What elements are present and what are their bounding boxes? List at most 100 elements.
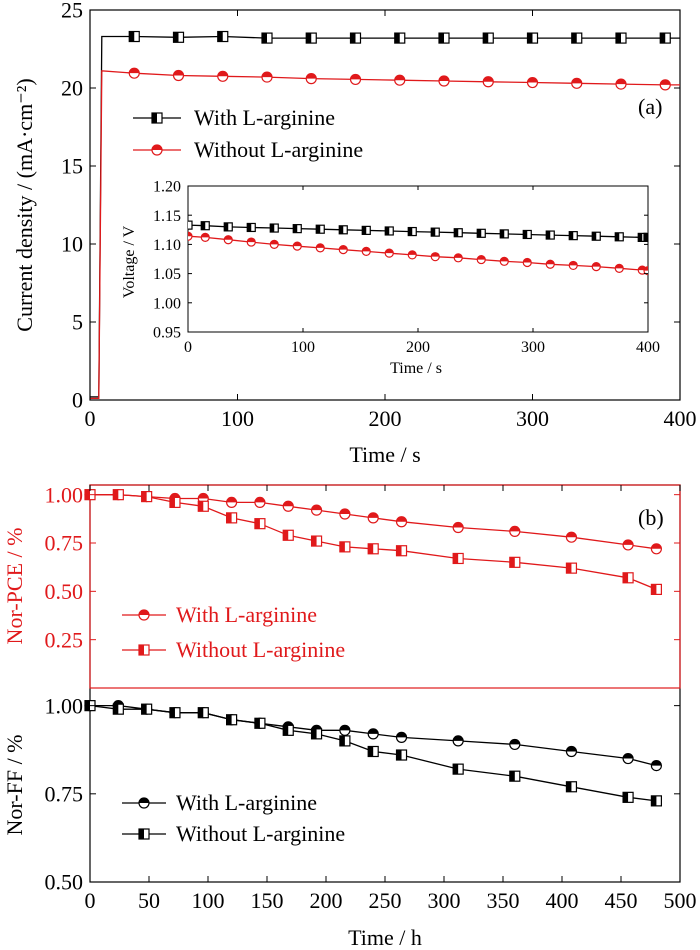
series-a-with-point [261,32,273,44]
series-inset-with-line [188,224,648,239]
legend-b-bottom-without-marker-fill [139,829,144,839]
series-inset-with-point [200,221,210,231]
series-inset-without-point-fill [362,247,371,252]
series-inset-without-point [246,237,256,247]
series-b-pce-with-point-fill [368,512,379,518]
series-inset-with-point [568,231,578,241]
series-b-pce-with-point [650,543,663,555]
series-a-with-point [172,31,185,43]
series-a-without-point [526,76,539,89]
series-a-without-point [571,77,583,89]
legend-b-bottom-with: With L-arginine [176,790,317,815]
b-x-tick-label: 300 [428,888,461,913]
series-b-pce-with-point-fill [566,532,577,538]
b-x-tick-label: 150 [251,888,284,913]
series-a-with-point-fill [262,33,267,44]
panel-a-x-axis-label: Time / s [349,442,420,467]
series-inset-with-point [315,224,325,234]
series-inset-with-point-fill [431,228,436,237]
series-inset-with-point-fill [454,228,459,237]
series-inset-with-point-fill [408,227,413,236]
series-a-without-point [615,78,627,90]
series-b-pce-without-point [395,545,408,557]
b-x-tick-label: 450 [605,888,638,913]
legend-b-top-with-marker-fill [139,610,149,615]
series-b-pce-without-point-fill [509,557,515,568]
series-b-pce-with-point [509,525,521,538]
series-b-ff-without-point [650,795,663,807]
legend-a-without-marker [151,144,163,156]
series-inset-with-point-fill [638,233,643,242]
series-b-pce-without-point-fill [453,553,459,564]
series-inset-without-point-fill [339,245,348,250]
series-a-with-point-fill [217,31,223,42]
series-b-pce-with-point-fill [509,526,520,532]
series-b-pce-with-point [452,521,464,534]
series-a-with-point-fill [660,33,666,44]
series-b-ff-with-point [650,759,663,772]
series-b-pce-without-point-fill [623,572,629,583]
series-a-with-point [128,30,140,43]
series-a-with-point-fill [173,32,179,43]
a-y-tick-label: 20 [61,76,83,101]
legend-b-top-without-marker [138,644,150,656]
series-a-with-point [349,32,362,44]
series-b-ff-without-point-fill [368,746,374,757]
series-inset-with-point [269,223,279,233]
series-b-ff-without-point-fill [453,764,459,775]
series-inset-with-point-fill [316,225,321,234]
legend-a-with-marker-fill [152,113,157,123]
series-a-without-point [659,79,671,91]
series-b-ff-without-point [112,703,124,715]
series-b-pce-without-point-fill [113,489,119,500]
series-b-ff-with-point-fill [566,746,577,752]
b-ff-y-tick-label: 0.75 [45,782,84,807]
panel-a-y-axis-label: Current density / (mA·cm⁻²) [12,78,37,331]
series-inset-with-point-fill [592,232,597,241]
series-b-pce-without-point-fill [283,530,289,541]
series-b-ff-with-point [622,752,634,765]
series-b-pce-without-point-fill [169,497,175,508]
series-a-without-line [90,70,680,400]
series-b-ff-without-point-fill [141,704,147,715]
series-b-pce-without-point [622,572,634,584]
series-a-with-point [438,32,450,44]
series-b-pce-without-point [650,583,663,596]
series-inset-with-point [476,228,486,238]
series-b-pce-without-point [226,512,238,524]
series-a-with-point [615,32,627,44]
series-b-ff-without-point [452,763,464,775]
series-inset-with-point-fill [500,229,505,238]
a-y-tick-label: 10 [61,232,83,257]
series-a-with-point-fill [616,33,621,44]
series-inset-with-point [643,232,648,242]
b-x-tick-label: 250 [369,888,402,913]
b-pce-y-tick-label: 0.25 [45,627,84,652]
series-inset-without-point [614,263,624,273]
b-x-tick-label: 0 [85,888,96,913]
a-y-tick-label: 15 [61,154,83,179]
series-inset-without-point [223,235,233,245]
panel-b-x-axis-label: Time / h [348,925,422,950]
series-inset-without-point [407,250,417,260]
inset-x-tick-label: 200 [406,339,430,356]
series-inset-with-point [246,222,256,233]
series-b-pce-without-point [254,518,266,530]
series-b-pce-with-point-fill [198,493,209,499]
series-b-pce-with-point [565,531,578,543]
inset-y-tick-label: 1.20 [153,179,181,196]
inset-y-tick-label: 0.95 [153,325,181,342]
series-inset-with-point [453,228,463,238]
series-b-ff-with-point [395,731,408,743]
series-a-without-point-fill [394,75,405,81]
series-a-without-point-fill [217,71,228,77]
series-inset-with-point [499,229,509,239]
legend-b-bottom-without: Without L-arginine [176,821,345,846]
series-b-ff-without-point-fill [623,792,629,803]
series-b-ff-without-point-fill [198,707,204,718]
series-a-with-point [526,32,539,44]
series-b-ff-without-point [367,745,379,758]
series-b-ff-without-point-fill [169,707,175,718]
series-inset-without-point [269,239,279,249]
